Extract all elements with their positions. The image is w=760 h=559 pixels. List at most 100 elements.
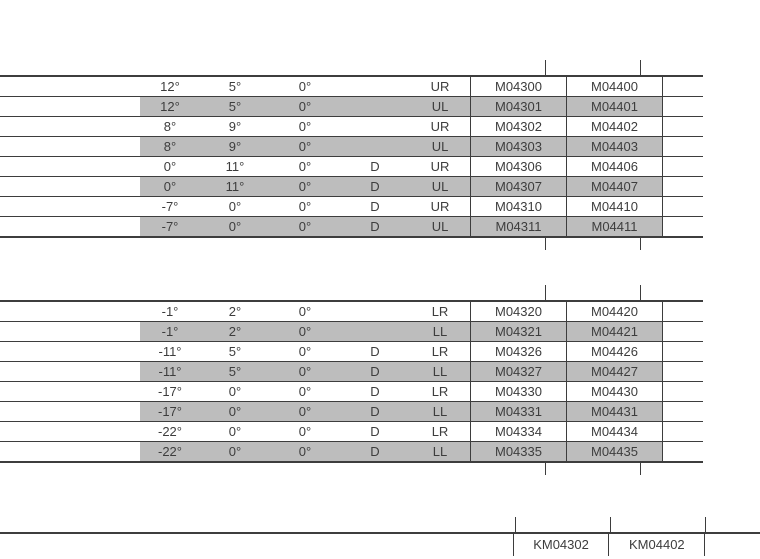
- pos-code: LR: [410, 342, 471, 362]
- angle-b: 0°: [200, 382, 270, 402]
- footer-code-1: KM04302: [513, 533, 609, 556]
- code-m2: M04421: [567, 322, 663, 342]
- pos-code: LR: [410, 301, 471, 322]
- angle-b: 0°: [200, 197, 270, 217]
- row-tail: [663, 342, 704, 362]
- row-stub: [0, 342, 140, 362]
- flag-d: [340, 117, 410, 137]
- code-m2: M04401: [567, 97, 663, 117]
- row-stub: [0, 362, 140, 382]
- angle-b: 5°: [200, 97, 270, 117]
- flag-d: D: [340, 197, 410, 217]
- row-tail: [663, 157, 704, 177]
- code-m2: M04431: [567, 402, 663, 422]
- pos-code: UL: [410, 217, 471, 238]
- flag-d: [340, 76, 410, 97]
- row-stub: [0, 382, 140, 402]
- angle-b: 0°: [200, 402, 270, 422]
- angle-c: 0°: [270, 197, 340, 217]
- angle-a: -7°: [140, 197, 200, 217]
- code-m1: M04330: [471, 382, 567, 402]
- angle-b: 9°: [200, 117, 270, 137]
- angle-c: 0°: [270, 157, 340, 177]
- table-row: -22°0°0°DLRM04334M04434: [0, 422, 703, 442]
- code-m1: M04311: [471, 217, 567, 238]
- row-tail: [663, 362, 704, 382]
- table-row: -11°5°0°DLRM04326M04426: [0, 342, 703, 362]
- flag-d: [340, 137, 410, 157]
- col-tick: [640, 60, 641, 75]
- table-row: 0°11°0°DURM04306M04406: [0, 157, 703, 177]
- row-tail: [663, 422, 704, 442]
- row-tail: [663, 322, 704, 342]
- row-stub: [0, 442, 140, 463]
- row-tail: [663, 197, 704, 217]
- code-m1: M04300: [471, 76, 567, 97]
- pos-code: LL: [410, 322, 471, 342]
- table-row: 0°11°0°DULM04307M04407: [0, 177, 703, 197]
- table-row: 8°9°0°URM04302M04402: [0, 117, 703, 137]
- angle-c: 0°: [270, 76, 340, 97]
- pos-code: UR: [410, 197, 471, 217]
- angle-a: 8°: [140, 117, 200, 137]
- row-tail: [663, 117, 704, 137]
- code-m2: M04434: [567, 422, 663, 442]
- angle-table-lower: -1°2°0°LRM04320M04420-1°2°0°LLM04321M044…: [0, 300, 703, 463]
- code-m2: M04430: [567, 382, 663, 402]
- angle-b: 2°: [200, 322, 270, 342]
- angle-c: 0°: [270, 402, 340, 422]
- flag-d: D: [340, 177, 410, 197]
- angle-a: 0°: [140, 177, 200, 197]
- code-m2: M04410: [567, 197, 663, 217]
- flag-d: D: [340, 382, 410, 402]
- angle-a: -22°: [140, 442, 200, 463]
- angle-b: 0°: [200, 217, 270, 238]
- angle-a: -11°: [140, 362, 200, 382]
- angle-b: 5°: [200, 76, 270, 97]
- code-m2: M04427: [567, 362, 663, 382]
- flag-d: D: [340, 362, 410, 382]
- row-stub: [0, 197, 140, 217]
- code-m2: M04407: [567, 177, 663, 197]
- flag-d: D: [340, 402, 410, 422]
- code-m2: M04402: [567, 117, 663, 137]
- code-m1: M04327: [471, 362, 567, 382]
- code-m2: M04406: [567, 157, 663, 177]
- flag-d: [340, 322, 410, 342]
- row-stub: [0, 422, 140, 442]
- angle-b: 9°: [200, 137, 270, 157]
- row-tail: [663, 382, 704, 402]
- angle-a: 8°: [140, 137, 200, 157]
- row-tail: [663, 442, 704, 463]
- code-m2: M04411: [567, 217, 663, 238]
- pos-code: UL: [410, 97, 471, 117]
- flag-d: [340, 97, 410, 117]
- code-m1: M04321: [471, 322, 567, 342]
- angle-b: 5°: [200, 342, 270, 362]
- row-tail: [663, 402, 704, 422]
- code-m2: M04420: [567, 301, 663, 322]
- row-tail: [663, 137, 704, 157]
- angle-c: 0°: [270, 422, 340, 442]
- code-m1: M04335: [471, 442, 567, 463]
- angle-c: 0°: [270, 177, 340, 197]
- angle-a: -17°: [140, 382, 200, 402]
- table-row: 8°9°0°ULM04303M04403: [0, 137, 703, 157]
- angle-a: -22°: [140, 422, 200, 442]
- row-stub: [0, 137, 140, 157]
- row-stub: [0, 301, 140, 322]
- code-m1: M04326: [471, 342, 567, 362]
- table-row: -7°0°0°DULM04311M04411: [0, 217, 703, 238]
- code-m2: M04435: [567, 442, 663, 463]
- flag-d: [340, 301, 410, 322]
- pos-code: UR: [410, 76, 471, 97]
- code-m1: M04331: [471, 402, 567, 422]
- code-m2: M04426: [567, 342, 663, 362]
- table-row: 12°5°0°ULM04301M04401: [0, 97, 703, 117]
- angle-a: 0°: [140, 157, 200, 177]
- row-tail: [663, 177, 704, 197]
- pos-code: LL: [410, 362, 471, 382]
- flag-d: D: [340, 217, 410, 238]
- pos-code: LL: [410, 442, 471, 463]
- angle-a: -17°: [140, 402, 200, 422]
